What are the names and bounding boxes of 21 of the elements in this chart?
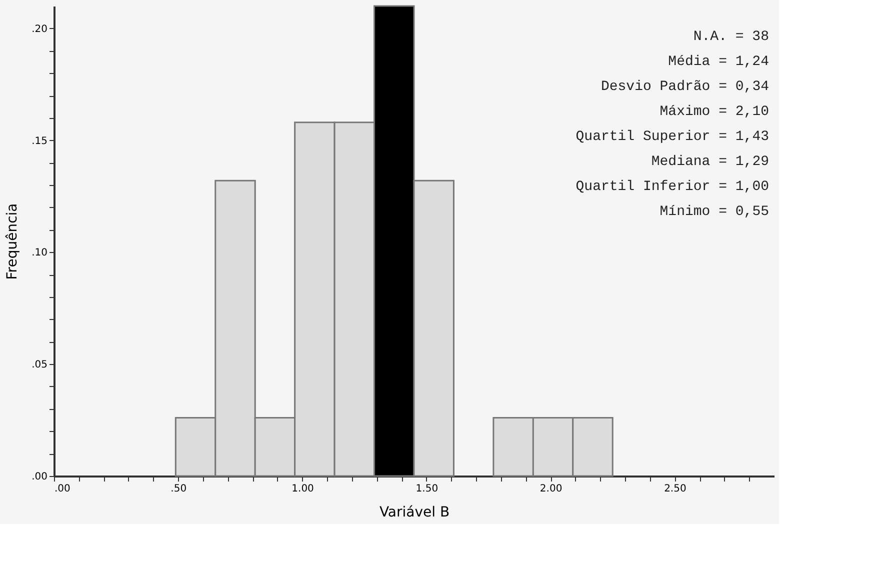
x-tick-label: 2.00 bbox=[540, 484, 562, 494]
x-tick-label: .00 bbox=[54, 484, 70, 494]
x-tick-label: 2.50 bbox=[664, 484, 686, 494]
y-tick-label: .05 bbox=[32, 360, 48, 371]
annotation: N.A. = 38 bbox=[693, 29, 769, 45]
y-tick-label: .10 bbox=[32, 248, 48, 259]
y-axis-title: Frequência bbox=[4, 203, 21, 280]
annotation: Quartil Superior = 1,43 bbox=[576, 129, 769, 145]
x-axis-title: Variável B bbox=[379, 504, 450, 520]
annotation: Máximo = 2,10 bbox=[660, 104, 769, 120]
annotation: Quartil Inferior = 1,00 bbox=[576, 179, 769, 195]
x-tick-label: .50 bbox=[170, 484, 187, 494]
annotation: Mínimo = 0,55 bbox=[660, 204, 769, 220]
y-tick-label: .20 bbox=[32, 24, 48, 35]
annotation: Mediana = 1,29 bbox=[651, 154, 769, 170]
annotation: Média = 1,24 bbox=[668, 54, 769, 70]
y-tick-label: .15 bbox=[32, 136, 48, 147]
x-tick-label: 1.50 bbox=[416, 484, 438, 494]
y-tick-label: .00 bbox=[32, 472, 48, 482]
annotation: Desvio Padrão = 0,34 bbox=[600, 79, 769, 95]
x-tick-label: 1.00 bbox=[292, 484, 314, 494]
